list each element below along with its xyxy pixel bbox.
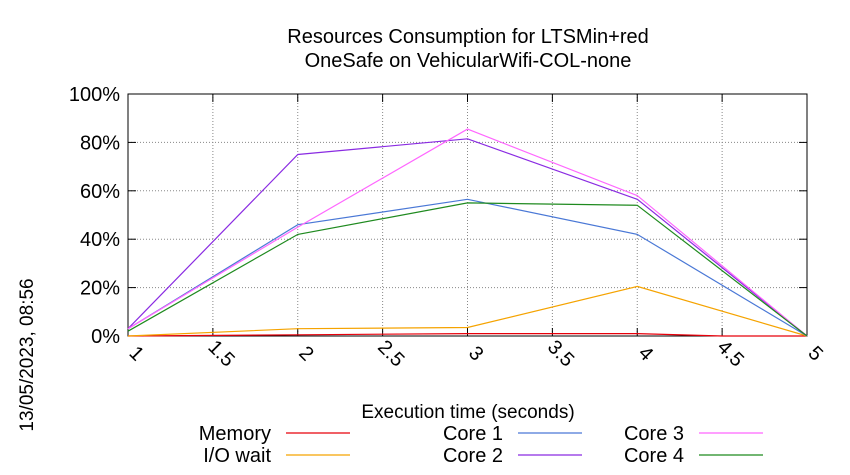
legend-label: Core 3	[624, 423, 684, 445]
x-tick-label: 3	[464, 342, 487, 365]
y-tick-label: 20%	[80, 278, 120, 300]
x-tick-label: 2	[294, 342, 317, 365]
legend-label: I/O wait	[203, 445, 271, 467]
legend-label: Core 1	[443, 423, 503, 445]
series-line-core-3	[127, 128, 808, 337]
y-axis-ticks: 0% 20% 40% 60% 80% 100%	[69, 84, 807, 348]
y-tick-label: 40%	[80, 229, 120, 251]
x-tick-label: 4.5	[713, 336, 748, 371]
x-axis-ticks: 1 1.5 2 2.5 3 3.5 4 4.5 5	[125, 94, 827, 371]
x-tick-label: 2.5	[373, 336, 408, 371]
series-line-core-4	[127, 202, 808, 337]
legend-label: Core 4	[624, 445, 684, 467]
x-tick-label: 5	[804, 342, 827, 365]
legend-label: Memory	[199, 423, 271, 445]
legend-label: Core 2	[443, 445, 503, 467]
x-tick-label: 3.5	[543, 336, 578, 371]
series-lines	[127, 128, 808, 337]
grid-lines	[128, 94, 807, 336]
y-tick-label: 60%	[80, 181, 120, 203]
y-tick-label: 0%	[91, 326, 120, 348]
chart-title-line-1: Resources Consumption for LTSMin+red	[287, 26, 648, 48]
chart-title-line-2: OneSafe on VehicularWifi-COL-none	[305, 50, 632, 72]
series-line-core-2	[127, 138, 808, 337]
x-tick-label: 4	[634, 342, 657, 365]
x-axis-label: Execution time (seconds)	[361, 402, 574, 423]
series-line-memory	[127, 333, 807, 337]
series-line-core-1	[127, 198, 808, 337]
y-tick-label: 80%	[80, 132, 120, 154]
x-tick-label: 1	[125, 342, 148, 365]
timestamp-label: 13/05/2023, 08:56	[17, 278, 38, 431]
x-tick-label: 1.5	[204, 336, 239, 371]
y-tick-label: 100%	[69, 84, 120, 106]
series-line-i-o-wait	[127, 285, 808, 337]
